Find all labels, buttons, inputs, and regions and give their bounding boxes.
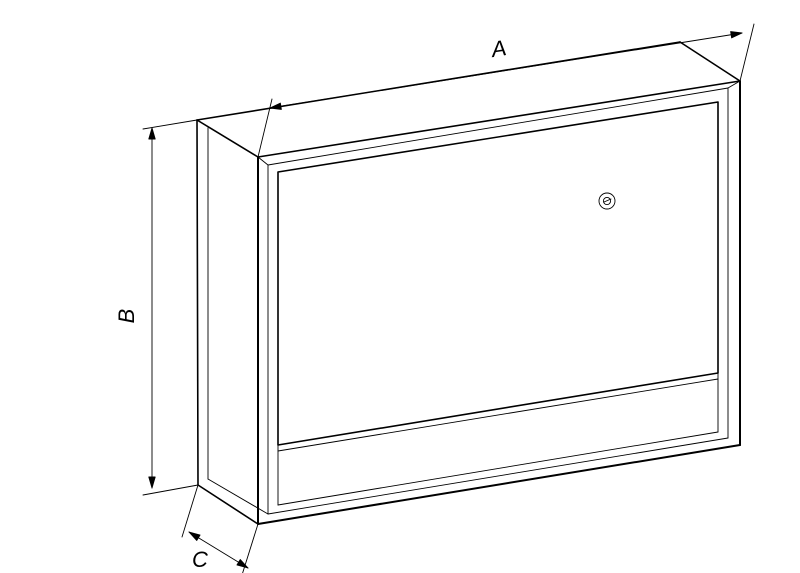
dimension-label-A: A [488,35,508,62]
technical-drawing: A B C [0,0,800,573]
dimension-label-C: C [192,547,208,572]
dimension-label-B: B [114,309,139,324]
